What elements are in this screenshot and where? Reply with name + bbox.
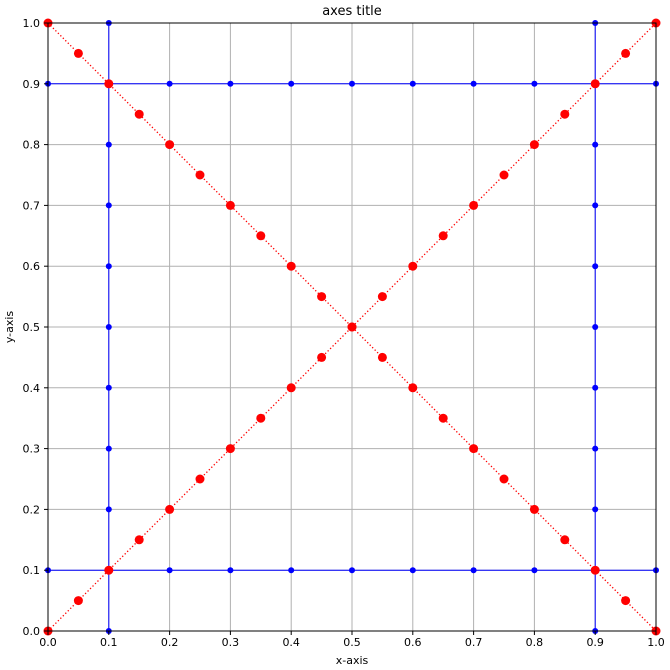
data-point: [560, 109, 570, 119]
data-point: [438, 231, 448, 241]
data-point: [256, 231, 266, 241]
x-tick-label: 1.0: [647, 636, 665, 649]
data-point: [349, 80, 355, 87]
data-point: [438, 413, 448, 423]
series-2: [105, 20, 112, 634]
data-point: [288, 80, 295, 87]
data-point: [592, 506, 599, 513]
data-point: [105, 141, 112, 148]
y-tick-label: 0.7: [23, 199, 41, 212]
y-tick-label: 0.5: [23, 321, 41, 334]
data-point: [349, 567, 355, 574]
data-point: [166, 80, 173, 87]
x-tick-label: 0.8: [526, 636, 544, 649]
x-tick-label: 0.1: [100, 636, 118, 649]
data-point: [105, 324, 112, 330]
data-point: [73, 48, 83, 58]
data-point: [227, 80, 234, 87]
data-point: [256, 413, 266, 423]
data-point: [134, 109, 144, 119]
series-3: [592, 20, 599, 634]
data-point: [104, 79, 114, 89]
data-point: [621, 596, 631, 606]
data-point: [286, 261, 296, 271]
series-4: [43, 18, 661, 636]
y-tick-label: 0.4: [23, 382, 41, 395]
x-axis-label: x-axis: [336, 654, 369, 667]
y-tick-label: 0.9: [23, 78, 41, 91]
x-tick-label: 0.2: [161, 636, 179, 649]
y-tick-label: 0.2: [23, 503, 41, 516]
data-point: [104, 565, 114, 575]
x-tick-label: 0.6: [404, 636, 422, 649]
data-point: [592, 202, 599, 209]
y-tick-label: 1.0: [23, 17, 41, 30]
data-point: [105, 202, 112, 209]
data-point: [105, 445, 112, 452]
series-0: [45, 567, 659, 574]
y-tick-label: 0.1: [23, 564, 41, 577]
data-point: [73, 596, 83, 606]
data-point: [531, 567, 538, 574]
data-point: [317, 352, 327, 362]
data-point: [470, 80, 477, 87]
series-5: [43, 18, 661, 636]
data-point: [592, 384, 599, 391]
x-tick-label: 0.4: [282, 636, 300, 649]
data-point: [408, 383, 418, 393]
data-point: [409, 80, 416, 87]
x-tick-label: 0.9: [586, 636, 604, 649]
data-point: [105, 263, 112, 270]
data-point: [621, 48, 631, 58]
data-point: [195, 474, 205, 484]
data-point: [470, 567, 477, 574]
data-point: [592, 324, 599, 330]
series-layer: [43, 18, 661, 636]
data-point: [317, 292, 327, 302]
data-point: [347, 322, 357, 332]
data-point: [195, 170, 205, 180]
data-point: [499, 170, 509, 180]
data-point: [165, 504, 175, 514]
data-point: [105, 384, 112, 391]
y-tick-label: 0.8: [23, 139, 41, 152]
data-point: [408, 261, 418, 271]
data-point: [531, 80, 538, 87]
y-tick-label: 0.0: [23, 625, 41, 638]
chart-title: axes title: [322, 4, 382, 19]
data-point: [225, 444, 235, 454]
data-point: [592, 141, 599, 148]
data-point: [592, 445, 599, 452]
data-point: [377, 292, 387, 302]
y-tick-label: 0.6: [23, 260, 41, 273]
data-point: [592, 263, 599, 270]
x-tick-label: 0.7: [465, 636, 483, 649]
ticks: 0.0 0.1 0.2 0.3 0.4 0.5 0.6 0.7 0.8 0.9 1.0 0.0 0.1 0…: [23, 17, 665, 649]
data-point: [590, 565, 600, 575]
data-point: [560, 535, 570, 545]
data-point: [286, 383, 296, 393]
data-point: [590, 79, 600, 89]
data-point: [469, 200, 479, 210]
data-point: [529, 504, 539, 514]
data-point: [134, 535, 144, 545]
data-point: [529, 140, 539, 150]
y-tick-label: 0.3: [23, 443, 41, 456]
data-point: [227, 567, 234, 574]
data-point: [377, 352, 387, 362]
series-1: [45, 80, 659, 87]
data-point: [288, 567, 295, 574]
data-point: [499, 474, 509, 484]
x-tick-label: 0.3: [222, 636, 240, 649]
data-point: [409, 567, 416, 574]
x-tick-label: 0.5: [343, 636, 361, 649]
data-point: [105, 506, 112, 513]
data-point: [165, 140, 175, 150]
data-point: [225, 200, 235, 210]
data-point: [166, 567, 173, 574]
x-tick-label: 0.0: [39, 636, 57, 649]
y-axis-label: y-axis: [3, 311, 16, 344]
data-point: [469, 444, 479, 454]
